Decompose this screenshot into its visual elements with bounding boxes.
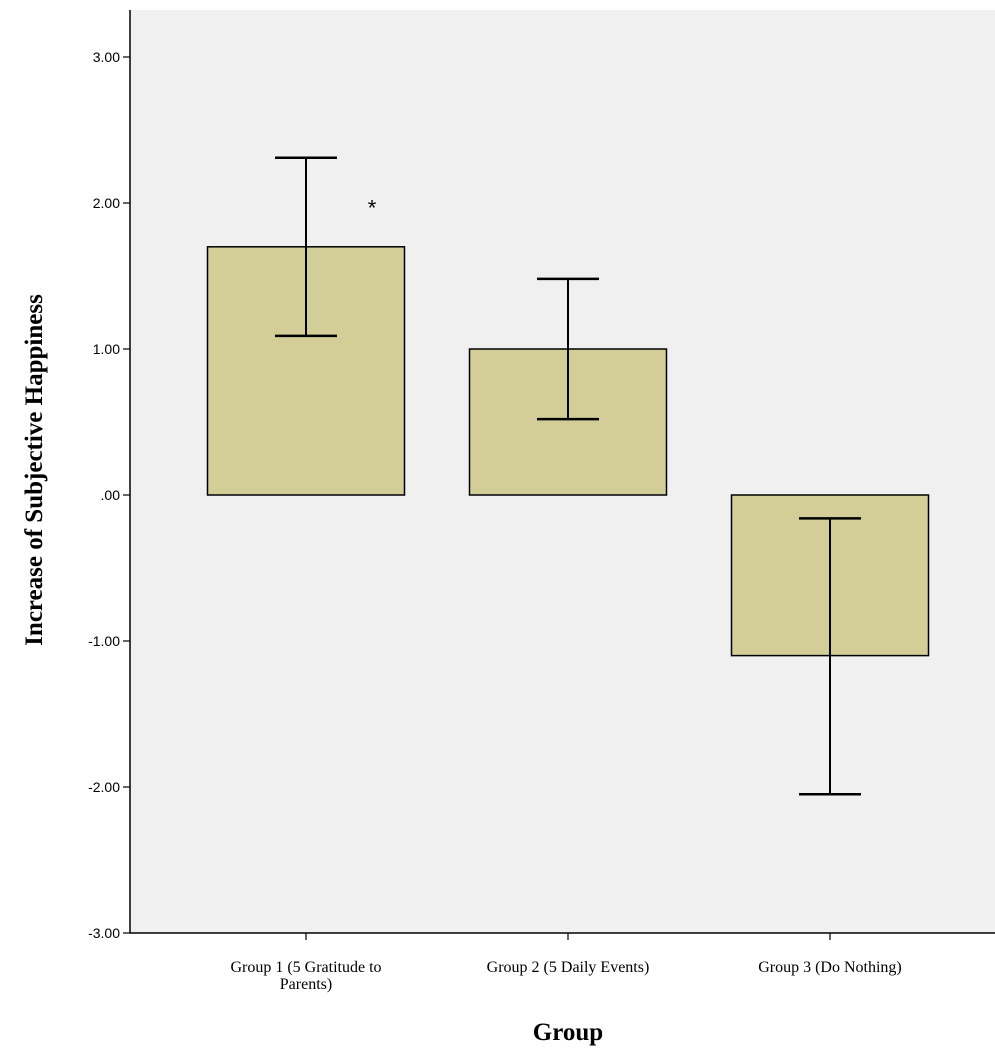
y-axis-ticks: 3.00 2.00 1.00 .00 -1.00 -2.00 -3.00 [88, 49, 130, 941]
x-axis-ticks: Group 1 (5 Gratitude to Parents) Group 2 (… [230, 933, 902, 993]
x-tick-label: Group 1 (5 Gratitude to Parents) [230, 959, 381, 993]
x-tick-label: Group 3 (Do Nothing) [758, 959, 902, 976]
annotations: * [368, 196, 377, 221]
y-tick-label: 2.00 [93, 195, 120, 211]
y-axis-title: Increase of Subjective Happiness [21, 294, 48, 646]
y-tick-label: -2.00 [88, 779, 120, 795]
y-tick-label: -1.00 [88, 633, 120, 649]
y-tick-label: 3.00 [93, 49, 120, 65]
y-tick-label: .00 [101, 487, 121, 503]
y-tick-label: -3.00 [88, 925, 120, 941]
x-axis-title: Group [533, 1019, 603, 1046]
y-tick-label: 1.00 [93, 341, 120, 357]
x-tick-label: Group 2 (5 Daily Events) [487, 959, 650, 976]
error-bars [275, 156, 861, 796]
significance-marker: * [368, 196, 377, 221]
